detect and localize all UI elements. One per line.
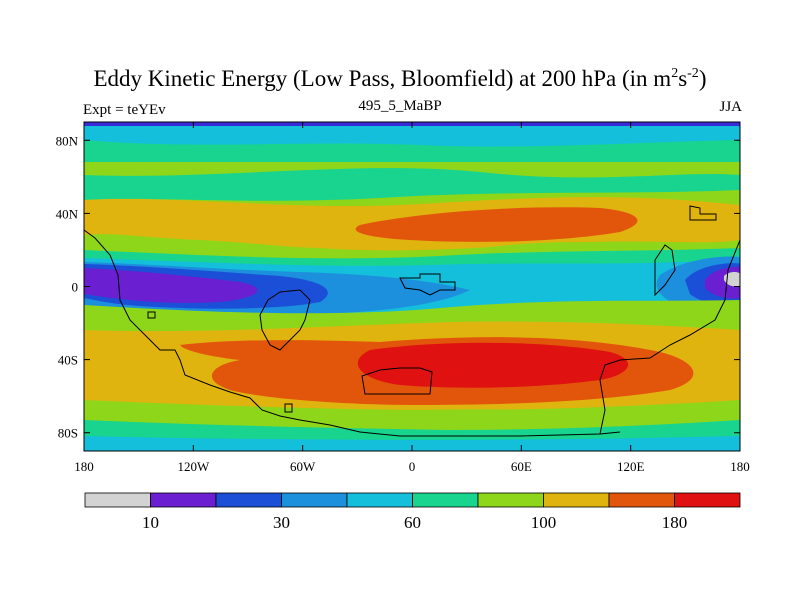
field-band [84,268,258,303]
y-tick-label: 0 [72,280,79,295]
coastlines [84,205,740,437]
x-tick-label: 0 [409,459,416,474]
colorbar-label: 180 [662,513,688,532]
coastline-africa [399,273,456,296]
colorbar-swatch [608,492,675,508]
field-band [84,420,740,444]
x-tick-label: 120W [177,459,210,474]
field-band [84,168,740,201]
x-tick-label: 60W [290,459,316,474]
coastline-ne [689,205,717,221]
x-tick-label: 180 [730,459,750,474]
colorbar-swatch [674,492,741,508]
colorbar-swatch [84,492,151,508]
map-field [84,122,740,451]
x-axis: 180 120W 60W 0 60E 120E 180 [74,122,750,474]
colorbar-swatch [281,492,348,508]
y-tick-label: 80S [58,426,78,441]
run-label: 495_5_MaBP [358,98,442,114]
field-band [357,342,629,388]
colorbar-swatch [412,492,479,508]
coastline-south-america [259,289,311,351]
colorbar-label: 60 [404,513,421,532]
colorbar-swatch [477,492,544,508]
colorbar-label: 30 [273,513,290,532]
coastline-west [84,229,621,437]
coastline-asia-east [654,244,676,297]
field-band [355,207,638,242]
y-tick-label: 40N [56,206,79,221]
coastline-antarctic-island [361,367,433,395]
colorbar-swatch [150,492,217,508]
field-band [724,272,740,287]
colorbar-label: 100 [531,513,557,532]
coastline-small-1 [284,403,293,413]
field-band [84,436,740,451]
field-band [84,400,740,432]
colorbar-swatch [215,492,282,508]
season-label: JJA [719,99,742,115]
y-axis: 80N 40N 0 40S 80S [56,133,740,441]
colorbar-label: 10 [142,513,159,532]
coastline-small-2 [147,311,156,319]
y-tick-label: 80N [56,133,79,148]
colorbar: 10 30 60 100 180 [84,492,741,532]
experiment-label: Expt = teYEv [83,102,166,118]
colorbar-swatch [346,492,413,508]
chart-title: Eddy Kinetic Energy (Low Pass, Bloomfiel… [93,66,707,91]
x-tick-label: 120E [617,459,645,474]
x-tick-label: 60E [511,459,532,474]
y-tick-label: 40S [58,353,78,368]
colorbar-swatch [543,492,610,508]
field-band [84,122,740,147]
x-tick-label: 180 [74,459,94,474]
coastline-east [599,239,740,435]
